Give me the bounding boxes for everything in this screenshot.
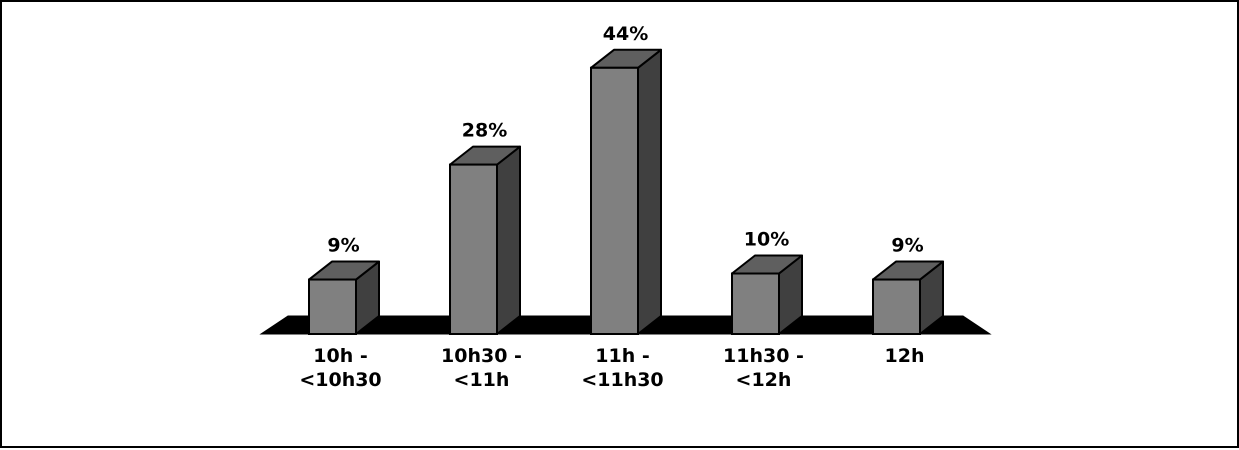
bar-front-face (308, 278, 357, 335)
bar (449, 145, 521, 335)
category-label-line: 10h30 - (441, 345, 522, 367)
category-label-line: 10h - (313, 345, 367, 367)
data-label: 9% (327, 235, 359, 257)
category-label: 11h30 -<12h (723, 345, 804, 391)
data-label: 44% (603, 23, 648, 45)
category-label-line: 12h (885, 345, 925, 367)
category-label: 12h (885, 345, 925, 367)
bar-front-face (590, 66, 639, 336)
bar (731, 254, 803, 335)
bars-layer (308, 48, 944, 336)
bar-side-face (637, 48, 662, 335)
category-label: 10h30 -<11h (441, 345, 522, 391)
bar-front-face (449, 163, 498, 335)
bar-front-face (872, 278, 921, 335)
data-label: 9% (891, 235, 923, 257)
bar (872, 260, 944, 335)
category-label-line: 11h30 - (723, 345, 804, 367)
bar (590, 48, 662, 336)
category-label: 11h -<11h30 (581, 345, 663, 391)
category-label: 10h -<10h30 (299, 345, 381, 391)
category-label-line: <10h30 (299, 369, 381, 391)
data-label: 28% (462, 120, 507, 142)
bar-front-face (731, 272, 780, 335)
bar-side-face (496, 145, 521, 335)
labels-layer: 9% 10h -<10h30 28% 10h30 -<11h 44% 11h -<11h3… (299, 23, 924, 391)
category-label-line: <11h (454, 369, 510, 391)
bar (308, 260, 380, 335)
category-label-line: 11h - (595, 345, 649, 367)
category-label-line: <11h30 (581, 369, 663, 391)
category-label-line: <12h (736, 369, 792, 391)
data-label: 10% (744, 229, 789, 251)
